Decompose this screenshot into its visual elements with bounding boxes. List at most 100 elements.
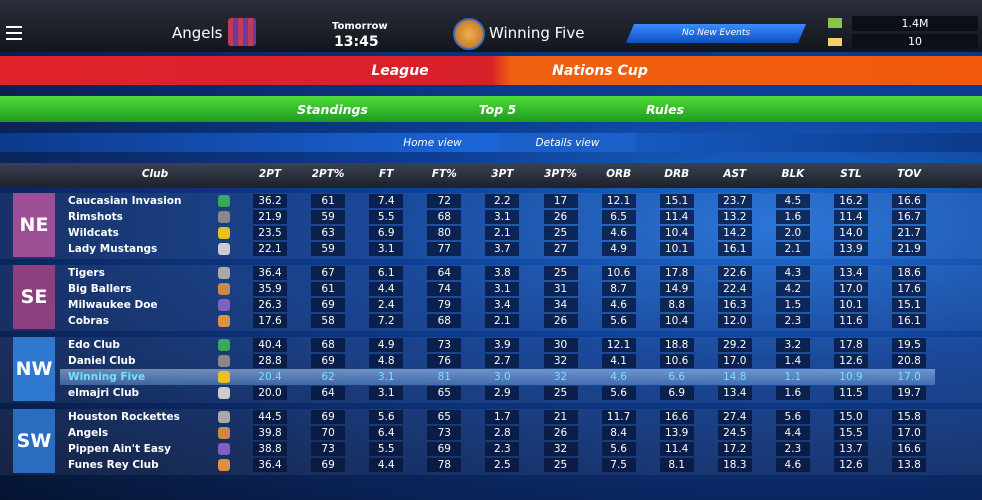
stat: 4.4 (775, 426, 810, 440)
stat: 17.6 (892, 282, 927, 296)
stat: 23.7 (717, 194, 752, 208)
stat: 15.8 (892, 410, 927, 424)
stat: 68 (427, 314, 462, 328)
stat: 64 (311, 386, 346, 400)
club-name: Daniel Club (68, 355, 136, 367)
stat: 1.4 (775, 354, 810, 368)
tab-nations-cup[interactable]: Nations Cup (552, 62, 648, 79)
stat: 6.1 (369, 266, 404, 280)
stat: 11.4 (834, 210, 868, 224)
stat: 10.4 (659, 314, 694, 328)
stat: 2.1 (485, 226, 520, 240)
stat: 18.8 (659, 338, 694, 352)
stat: 2.7 (485, 354, 520, 368)
stat: 17.2 (717, 442, 752, 456)
club-name: Tigers (68, 267, 105, 279)
stat: 39.8 (253, 426, 287, 440)
stat: 15.0 (834, 410, 868, 424)
stat: 73 (311, 442, 346, 456)
tab-standings[interactable]: Standings (297, 101, 368, 117)
stat: 8.4 (601, 426, 636, 440)
stat: 10.1 (659, 242, 694, 256)
stat: 69 (311, 410, 346, 424)
stat: 35.9 (253, 282, 287, 296)
stat: 2.3 (775, 442, 810, 456)
tab-details-view[interactable]: Details view (500, 133, 635, 152)
stat: 2.5 (485, 458, 520, 472)
stat: 19.7 (892, 386, 927, 400)
stat: 61 (311, 282, 346, 296)
stat: 2.1 (485, 314, 520, 328)
club-crest (218, 427, 230, 439)
stat: 5.6 (775, 410, 810, 424)
away-team: Winning Five (489, 24, 585, 42)
club-name: Rimshots (68, 211, 123, 223)
stat: 4.8 (369, 354, 404, 368)
stat: 69 (427, 442, 462, 456)
stat: 1.7 (485, 410, 520, 424)
club-name: elmajri Club (68, 387, 140, 399)
club-name: Cobras (68, 315, 109, 327)
tab-top5[interactable]: Top 5 (478, 101, 517, 117)
stat: 64 (427, 266, 462, 280)
stat: 25 (543, 226, 578, 240)
stat: 21.9 (253, 210, 287, 224)
stat: 10.1 (834, 298, 868, 312)
column-header: 2PT (258, 168, 282, 180)
stat: 3.0 (494, 371, 511, 383)
stat: 65 (427, 386, 462, 400)
stat: 7.5 (601, 458, 636, 472)
stat: 27.4 (717, 410, 752, 424)
stat: 70 (311, 426, 346, 440)
tab-rules[interactable]: Rules (645, 101, 685, 117)
menu-button[interactable] (6, 26, 22, 40)
column-header: BLK (781, 168, 805, 180)
stat: 20.8 (892, 354, 927, 368)
main-tabs: League Nations Cup (0, 56, 982, 85)
events-button[interactable]: No New Events (626, 24, 806, 43)
club-name: Big Ballers (68, 283, 132, 295)
stat: 22.6 (717, 266, 752, 280)
stat: 28.8 (253, 354, 287, 368)
stat: 32 (543, 442, 578, 456)
stat: 32 (543, 354, 578, 368)
credits: 10 (852, 34, 978, 49)
stat: 6.6 (668, 371, 686, 383)
stat: 36.4 (253, 266, 287, 280)
club-crest (218, 339, 230, 351)
stat: 22.4 (717, 282, 752, 296)
stat: 68 (427, 210, 462, 224)
stat: 68 (311, 338, 346, 352)
stat: 14.0 (834, 226, 868, 240)
stat: 36.2 (253, 194, 287, 208)
stat: 17 (543, 194, 578, 208)
stat: 1.6 (775, 210, 810, 224)
view-tabs: Home view Details view (0, 133, 982, 152)
tab-league[interactable]: League (371, 62, 429, 79)
column-header: 3PT (491, 168, 514, 180)
stat: 4.2 (775, 282, 810, 296)
club-name: Pippen Ain't Easy (68, 443, 172, 455)
club-name: Houston Rockettes (68, 411, 180, 423)
stat: 8.8 (659, 298, 694, 312)
stat: 16.6 (892, 442, 927, 456)
stat: 31 (543, 282, 578, 296)
stat: 76 (427, 354, 462, 368)
division-label: NE (13, 193, 55, 257)
stat: 4.6 (610, 371, 627, 383)
stat: 15.1 (892, 298, 927, 312)
club-crest (218, 283, 230, 295)
stat: 10.4 (659, 226, 694, 240)
stat: 13.9 (659, 426, 694, 440)
tab-home-view[interactable]: Home view (403, 136, 462, 149)
stat: 27 (543, 242, 578, 256)
stat: 63 (311, 226, 346, 240)
stat: 21.9 (892, 242, 927, 256)
club-name: Lady Mustangs (68, 243, 158, 255)
stat: 20.0 (253, 386, 287, 400)
stat: 14.8 (723, 371, 747, 383)
stat: 3.7 (485, 242, 520, 256)
club-name: Edo Club (68, 339, 120, 351)
stat: 17.0 (834, 282, 868, 296)
column-header: Club (141, 168, 169, 180)
